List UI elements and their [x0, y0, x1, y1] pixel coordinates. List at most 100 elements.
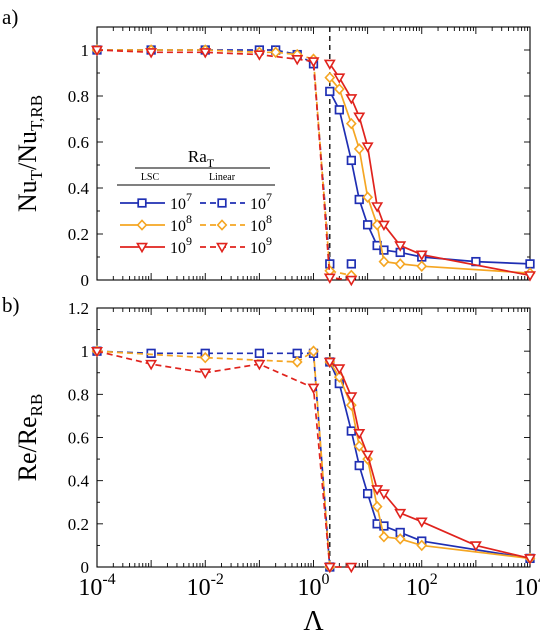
x-axis-label: Λ	[303, 606, 324, 637]
legend-marker-lsc	[136, 242, 148, 254]
legend-base: 10	[170, 196, 186, 213]
y-label-part: T,RB	[27, 95, 46, 131]
data-point	[308, 345, 319, 357]
data-point	[199, 351, 211, 364]
data-point	[379, 245, 389, 255]
legend-title-base: Ra	[188, 147, 207, 166]
legend-label-linear: 108	[250, 212, 272, 235]
y-label-part: Re/Re	[13, 416, 42, 481]
y-tick-label: 0	[81, 271, 90, 290]
y-label-part: Nu	[13, 180, 42, 212]
data-point	[353, 428, 366, 440]
series-line-lsc-1e8	[329, 361, 531, 560]
y-tick-label: 0.4	[68, 472, 90, 491]
legend-marker-linear	[216, 242, 228, 254]
data-point	[524, 554, 536, 565]
data-point	[394, 258, 406, 270]
data-point	[333, 364, 346, 375]
data-point	[270, 46, 282, 59]
x-tick-label: 100	[298, 571, 330, 601]
series-line-linear-1e7	[96, 350, 331, 568]
panel-label: b)	[2, 293, 20, 317]
y-label-part: T	[27, 169, 46, 180]
series-line-linear-1e8	[96, 349, 331, 568]
legend-col-linear: Linear	[209, 172, 236, 183]
y-tick-label: 0	[81, 558, 90, 577]
legend-label-linear: 109	[250, 234, 272, 257]
data-point	[415, 517, 428, 528]
legend-base: 10	[250, 218, 266, 235]
data-point	[525, 259, 535, 269]
x-tick-label: 104	[514, 571, 540, 601]
data-point	[394, 508, 407, 520]
data-point	[345, 94, 358, 105]
data-point	[416, 539, 428, 552]
data-point	[334, 105, 344, 115]
legend-base: 10	[250, 240, 266, 257]
data-point	[323, 562, 336, 574]
x-tick-exp: -4	[102, 571, 115, 588]
y-tick-label: 0.8	[68, 385, 89, 404]
data-point	[362, 191, 374, 203]
series-line-lsc-1e9	[329, 63, 531, 277]
legend-base: 10	[250, 196, 266, 213]
data-point	[361, 142, 374, 153]
data-point	[354, 460, 364, 471]
panel-label: a)	[2, 5, 18, 29]
legend-exp: 7	[266, 190, 272, 204]
legend-title: RaT	[188, 147, 215, 170]
data-point	[199, 368, 212, 379]
x-tick-base: 10	[187, 575, 211, 601]
legend-label-linear: 107	[250, 190, 272, 213]
y-tick-label: 0.8	[68, 87, 89, 106]
legend-exp: 8	[186, 212, 192, 226]
y-tick-label: 1.2	[68, 299, 89, 318]
data-point	[291, 356, 303, 368]
y-tick-label: 0.4	[68, 179, 90, 198]
y-label-part: RB	[27, 394, 46, 417]
data-point	[394, 241, 407, 252]
data-point	[307, 383, 320, 395]
y-tick-label: 1	[81, 41, 90, 60]
x-tick-exp: 0	[322, 571, 330, 588]
data-point	[323, 357, 336, 369]
data-point	[361, 450, 374, 461]
legend-marker-lsc	[137, 198, 147, 208]
data-point	[362, 220, 373, 230]
x-tick-label: 10-2	[187, 571, 224, 601]
data-point	[333, 83, 345, 95]
legend-exp: 7	[186, 190, 192, 204]
data-point	[145, 48, 158, 59]
data-point	[145, 359, 158, 371]
series-line-linear-1e9	[96, 49, 352, 281]
data-point	[146, 348, 156, 358]
data-point	[524, 271, 536, 282]
data-point	[394, 533, 406, 545]
legend-exp: 8	[266, 212, 272, 226]
data-point	[345, 562, 358, 574]
data-point	[379, 521, 389, 531]
data-point	[253, 359, 266, 371]
data-point	[324, 71, 336, 84]
data-point	[416, 260, 428, 272]
legend-marker-lsc	[136, 219, 148, 231]
y-tick-label: 0.2	[68, 515, 89, 534]
legend-marker-linear	[216, 219, 228, 231]
x-tick-exp: 2	[430, 571, 438, 588]
x-tick-exp: -2	[211, 571, 224, 588]
y-tick-label: 0.2	[68, 225, 89, 244]
data-point	[353, 112, 366, 123]
y-axis-label: Re/ReRB	[13, 394, 46, 482]
data-point	[345, 275, 358, 287]
data-point	[354, 194, 364, 205]
data-point	[292, 348, 302, 358]
data-point	[254, 348, 265, 358]
x-tick-label: 10-4	[78, 571, 115, 601]
data-point	[91, 346, 103, 358]
data-point	[371, 500, 383, 513]
data-point	[378, 255, 390, 268]
